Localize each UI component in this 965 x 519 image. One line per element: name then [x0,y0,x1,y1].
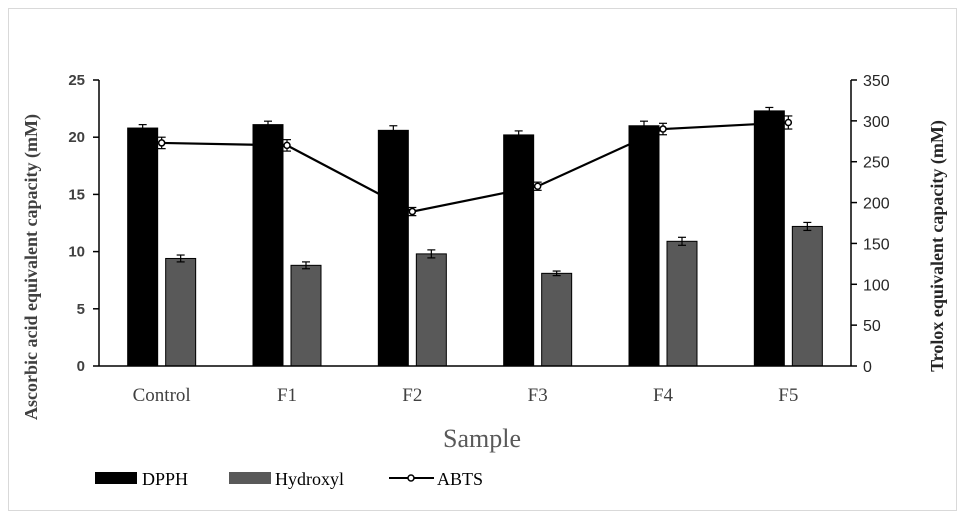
legend-swatch-hydroxyl [229,472,271,484]
dpph-bar [503,134,535,367]
hydroxyl-bar [541,272,573,367]
hydroxyl-bar [165,257,197,367]
hydroxyl-bar [415,253,447,367]
x-tick-label: F2 [402,385,422,406]
y-tick-label: 0 [77,358,85,375]
y2-tick-label: 350 [863,73,890,90]
hydroxyl-bar [666,240,698,367]
abts-point [283,141,291,150]
hydroxyl-bar [791,225,823,367]
y2-tick-label: 300 [863,114,890,131]
legend-label-hydroxyl: Hydroxyl [275,469,344,489]
legend-marker-abts [407,474,415,482]
y-tick-label: 10 [68,244,85,261]
chart-frame: 0 5 10 15 20 25 0 50 100 150 200 250 300 350 Control F1… [8,8,957,511]
y2-tick-label: 100 [863,277,890,294]
line-layer [157,115,793,217]
abts-point [157,139,166,147]
y-axis-title: Ascorbic acid equivalent capacity (mM) [21,114,42,420]
y-tick-label: 20 [68,129,85,146]
abts-line [161,121,789,213]
x-axis-title: Sample [443,424,521,453]
abts-point [659,125,667,133]
y-tick-label: 15 [68,186,85,203]
legend-label-dpph: DPPH [142,469,188,489]
bars-layer [127,106,823,367]
y2-tick-label: 200 [863,196,890,213]
legend-swatch-dpph [95,472,137,484]
abts-point [408,207,417,216]
dpph-bar [628,125,660,367]
x-tick-label: F4 [653,385,674,406]
y2-tick-label: 50 [863,318,881,335]
dpph-bar [377,129,409,367]
y2-axis-title: Trolox equivalent capacity (mM) [927,120,948,372]
abts-point [533,182,542,190]
y-tick-label: 5 [77,301,85,318]
y-tick-label: 25 [68,72,85,89]
dpph-bar [753,110,785,367]
x-tick-label: F5 [778,385,798,406]
legend-label-abts: ABTS [437,469,483,489]
y2-tick-label: 150 [863,236,890,253]
hydroxyl-bar [290,264,322,367]
dpph-bar [127,127,159,367]
x-tick-label: F1 [277,385,297,406]
legend: DPPH Hydroxyl ABTS [95,469,483,489]
y2-tick-label: 250 [863,155,890,172]
x-tick-label: F3 [528,385,548,406]
abts-point [784,118,793,127]
x-tick-label: Control [133,385,191,406]
dpph-bar [252,124,284,367]
y2-tick-label: 0 [863,359,872,376]
